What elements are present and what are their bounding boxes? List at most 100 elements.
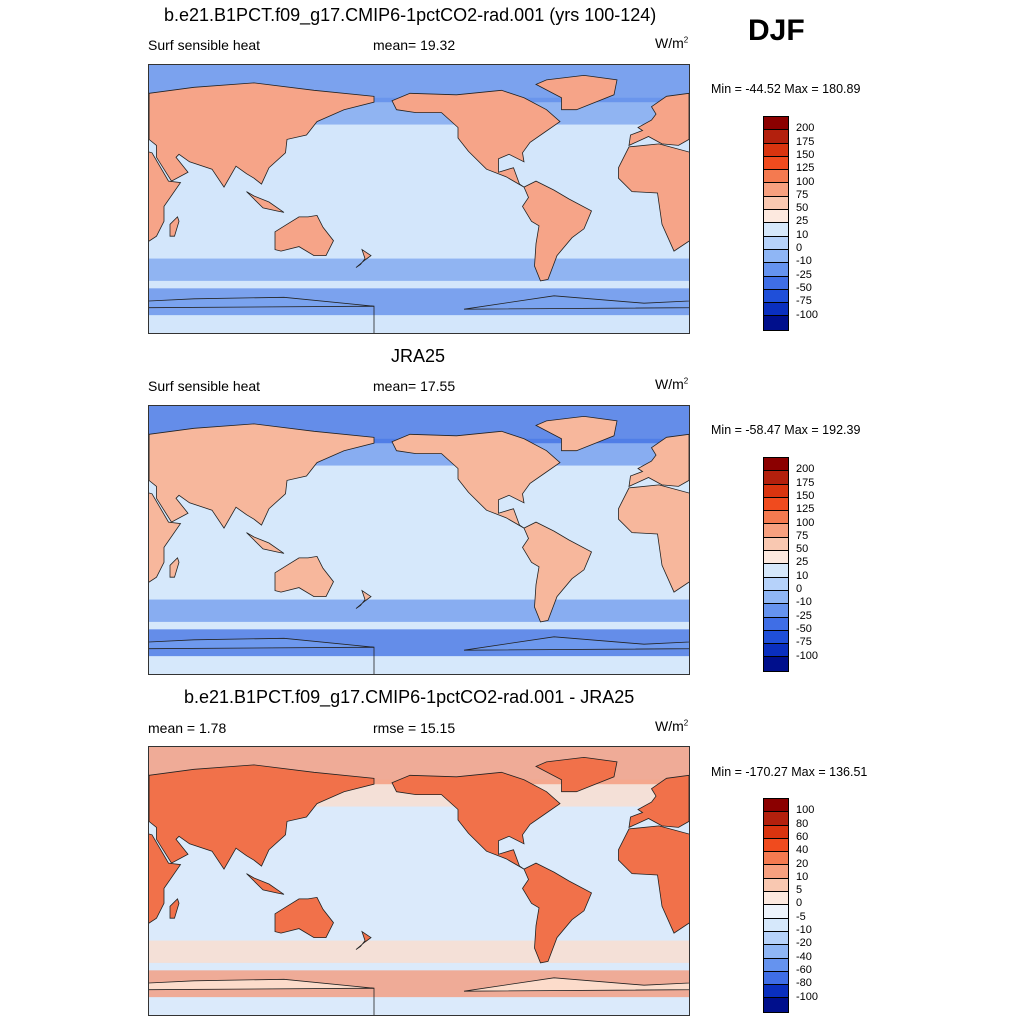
- colorbar-tick-label: 0: [796, 897, 803, 910]
- colorbar-tick-label: 10: [796, 228, 809, 241]
- landmass-madagascar: [169, 557, 180, 578]
- landmass-n_america: [391, 89, 561, 188]
- colorbar-tick-label: 75: [796, 529, 809, 542]
- colorbar-tick-label: -50: [796, 281, 812, 294]
- landmass-greenland: [535, 415, 618, 452]
- colorbar-swatch: [764, 812, 788, 826]
- colorbar-tick-label: 175: [796, 135, 815, 148]
- latitude-band: [149, 599, 689, 622]
- panel3-colorbar: [763, 798, 789, 1013]
- colorbar-swatch: [764, 617, 788, 631]
- colorbar-tick-label: 100: [796, 804, 815, 817]
- colorbar-tick-label: 100: [796, 175, 815, 188]
- landmass-eurasia: [149, 423, 375, 529]
- landmass-eurasia: [149, 764, 375, 870]
- colorbar-swatch: [764, 564, 788, 578]
- latitude-band: [149, 258, 689, 281]
- colorbar-swatch: [764, 945, 788, 959]
- colorbar-swatch: [764, 577, 788, 591]
- colorbar-swatch: [764, 316, 788, 330]
- colorbar-tick-label: 5: [796, 884, 803, 897]
- landmass-australia: [274, 555, 334, 598]
- colorbar-tick-label: -40: [796, 950, 812, 963]
- colorbar-tick-label: -75: [796, 295, 812, 308]
- colorbar-swatch: [764, 537, 788, 552]
- season-label: DJF: [748, 14, 805, 47]
- colorbar-swatch: [764, 303, 788, 317]
- landmass-indonesia: [246, 873, 285, 895]
- landmass-antarctica: [149, 637, 375, 674]
- panel3-map: [148, 746, 690, 1016]
- landmass-nz: [355, 589, 372, 609]
- landmass-australia: [274, 896, 334, 939]
- colorbar-tick-label: 25: [796, 556, 809, 569]
- colorbar-tick-label: 80: [796, 817, 809, 830]
- colorbar-swatch: [764, 604, 788, 618]
- panel2-title: JRA25: [391, 346, 446, 366]
- panel1-minmax: Min = -44.52 Max = 180.89: [711, 82, 861, 96]
- landmass-africa: [618, 825, 689, 934]
- colorbar-tick-label: 50: [796, 543, 809, 556]
- landmass-antarctica: [463, 977, 689, 992]
- colorbar-swatch: [764, 838, 788, 853]
- landmass-antarctica: [149, 978, 375, 1015]
- landmass-indonesia: [246, 532, 285, 554]
- colorbar-swatch: [764, 865, 788, 879]
- colorbar-tick-label: -20: [796, 937, 812, 950]
- panel1-units: W/m2: [655, 35, 689, 51]
- panel1-title: b.e21.B1PCT.f09_g17.CMIP6-1pctCO2-rad.00…: [164, 5, 657, 25]
- colorbar-swatch: [764, 156, 788, 171]
- colorbar-tick-label: -75: [796, 636, 812, 649]
- panel3-mean-label: mean = 1.78: [148, 720, 227, 736]
- colorbar-swatch: [764, 590, 788, 605]
- colorbar-tick-label: 0: [796, 583, 803, 595]
- colorbar-tick-label: 125: [796, 162, 815, 175]
- colorbar-tick-label: 150: [796, 489, 815, 502]
- colorbar-swatch: [764, 657, 788, 671]
- landmass-madagascar: [169, 216, 180, 237]
- panel1-map: [148, 64, 690, 334]
- colorbar-swatch: [764, 249, 788, 264]
- colorbar-swatch: [764, 892, 788, 906]
- colorbar-swatch: [764, 799, 788, 813]
- colorbar-swatch: [764, 511, 788, 525]
- colorbar-tick-label: 0: [796, 242, 803, 254]
- colorbar-tick-label: -5: [796, 910, 806, 923]
- panel2-variable-label: Surf sensible heat: [148, 378, 261, 394]
- colorbar-swatch: [764, 998, 788, 1012]
- panel2-colorbar: [763, 457, 789, 672]
- latitude-band: [149, 940, 689, 963]
- colorbar-tick-label: -100: [796, 649, 819, 662]
- colorbar-swatch: [764, 825, 788, 839]
- landmass-antarctica: [463, 636, 689, 651]
- colorbar-tick-label: -100: [796, 990, 819, 1003]
- colorbar-tick-label: 75: [796, 188, 809, 201]
- colorbar-tick-label: -60: [796, 963, 812, 976]
- colorbar-swatch: [764, 985, 788, 999]
- colorbar-swatch: [764, 931, 788, 946]
- colorbar-swatch: [764, 918, 788, 932]
- colorbar-swatch: [764, 497, 788, 512]
- landmass-antarctica: [463, 295, 689, 310]
- colorbar-swatch: [764, 878, 788, 893]
- colorbar-swatch: [764, 210, 788, 224]
- colorbar-swatch: [764, 551, 788, 565]
- landmass-n_america: [391, 430, 561, 529]
- landmass-eurasia: [149, 82, 375, 188]
- landmass-greenland: [535, 74, 618, 111]
- landmass-s_america: [522, 521, 593, 623]
- landmass-n_america: [391, 771, 561, 870]
- colorbar-swatch: [764, 289, 788, 304]
- panel1-variable-label: Surf sensible heat: [148, 37, 261, 53]
- landmass-europe_w: [628, 774, 689, 829]
- colorbar-swatch: [764, 524, 788, 538]
- colorbar-swatch: [764, 971, 788, 986]
- panel2-mean-label: mean= 17.55: [373, 378, 456, 394]
- colorbar-swatch: [764, 130, 788, 144]
- colorbar-tick-label: 10: [796, 870, 809, 883]
- landmass-nz: [355, 248, 372, 268]
- landmass-europe_w: [628, 433, 689, 488]
- landmass-indonesia: [246, 191, 285, 213]
- colorbar-swatch: [764, 223, 788, 237]
- colorbar-tick-label: 125: [796, 503, 815, 516]
